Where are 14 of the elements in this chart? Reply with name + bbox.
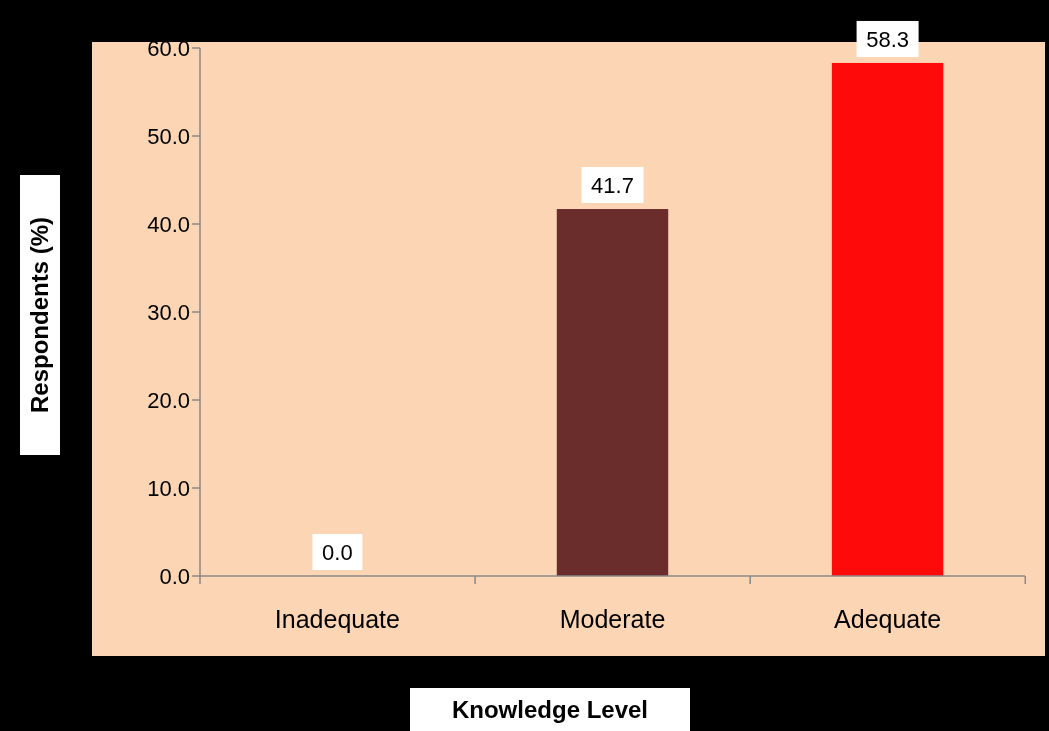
x-tick-label: Adequate: [834, 605, 942, 633]
data-label: 58.3: [866, 26, 910, 52]
data-label: 41.7: [591, 172, 634, 198]
x-tick-label: Moderate: [559, 605, 666, 633]
y-tick-label: 50.0: [147, 123, 190, 149]
y-tick-label: 40.0: [147, 211, 190, 237]
data-label: 0.0: [322, 539, 353, 565]
y-tick-label: 10.0: [147, 475, 190, 501]
y-axis-title: Respondents (%): [26, 216, 54, 414]
x-axis-title: Knowledge Level: [451, 696, 649, 724]
y-tick-label: 20.0: [147, 387, 190, 413]
y-tick-label: 0.0: [159, 563, 190, 589]
x-tick-label: Inadequate: [274, 605, 400, 633]
y-tick-label: 30.0: [147, 299, 190, 325]
